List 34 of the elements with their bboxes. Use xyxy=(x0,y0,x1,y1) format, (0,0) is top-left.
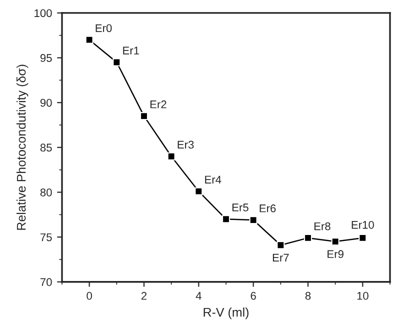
x-tick-label: 4 xyxy=(196,292,202,300)
point xyxy=(112,58,121,66)
y-tick-label: 95 xyxy=(40,54,52,62)
annotation: Er10 xyxy=(352,220,374,229)
x-tick-label: 10 xyxy=(357,292,368,300)
y-tick-label: 75 xyxy=(40,233,52,242)
x-axis-title: R-V (ml) xyxy=(204,308,248,320)
x-tick-label: 6 xyxy=(250,292,256,300)
point xyxy=(85,36,94,44)
annotation: Er2 xyxy=(150,100,166,108)
point xyxy=(140,112,148,120)
point xyxy=(222,215,230,224)
y-axis-title: Relative Photocondutivity (δσ) xyxy=(16,64,28,230)
annotation: Er1 xyxy=(123,46,139,54)
y-tick-label: 80 xyxy=(40,188,52,196)
annotation: Er8 xyxy=(314,222,330,230)
y-tick-label: 85 xyxy=(40,144,52,152)
annotation: Er4 xyxy=(205,176,222,184)
x-tick-label: 2 xyxy=(141,292,147,300)
y-tick-label: 90 xyxy=(40,98,52,107)
annotation: Er0 xyxy=(96,24,112,32)
y-tick-label: 70 xyxy=(40,278,52,286)
x-tick-label: 0 xyxy=(86,292,92,300)
point xyxy=(276,241,285,250)
point xyxy=(249,216,258,224)
annotation: Er6 xyxy=(260,204,276,212)
point xyxy=(167,152,176,160)
y-tick-label: 100 xyxy=(34,9,52,18)
annotation: Er3 xyxy=(178,140,194,149)
point xyxy=(194,187,203,196)
x-tick-label: 8 xyxy=(305,292,311,300)
annotation: Er7 xyxy=(272,254,289,262)
annotation: Er9 xyxy=(328,250,344,258)
annotation: Er5 xyxy=(232,204,248,212)
